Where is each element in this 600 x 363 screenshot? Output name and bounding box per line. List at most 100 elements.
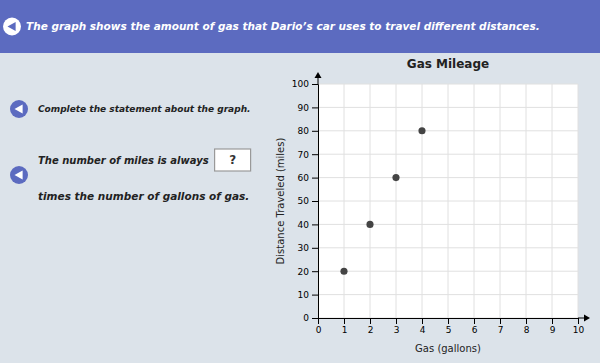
axis-line — [312, 85, 319, 319]
tick-mark — [370, 318, 371, 324]
grid — [318, 84, 578, 318]
tick: 5 — [446, 318, 452, 335]
header-bar — [0, 0, 600, 53]
statement-speaker-circle — [10, 166, 28, 184]
point — [340, 268, 347, 275]
point — [418, 127, 425, 134]
tick-label: 5 — [446, 325, 452, 335]
grid-line-y — [318, 247, 578, 248]
statement-text: times the number of gallons of gas. — [38, 190, 249, 202]
grid-line-y — [318, 224, 578, 225]
axis-arrow — [584, 315, 590, 322]
tick: 90 — [298, 103, 318, 113]
tick-mark — [578, 318, 579, 324]
statement-speaker-glyph — [15, 105, 23, 114]
tick: 6 — [472, 318, 478, 335]
axis-arrow — [315, 72, 322, 78]
y-axis: 0 10 20 30 40 50 60 70 80 90 100 — [292, 79, 319, 323]
page: The graph shows the amount of gas that D… — [0, 0, 600, 363]
grid-line-y — [318, 177, 578, 178]
header: The graph shows the amount of gas that D… — [0, 0, 600, 53]
tick-label: 0 — [316, 325, 322, 335]
tick-mark — [312, 248, 318, 249]
grid-line-y — [318, 107, 578, 108]
tick-label: 3 — [394, 325, 400, 335]
tick: 0 — [303, 313, 318, 323]
tick: 40 — [298, 220, 318, 230]
plot-background — [318, 84, 578, 318]
tick-mark — [312, 271, 318, 272]
tick-label: 40 — [298, 220, 310, 230]
grid-line-y — [318, 84, 578, 85]
tick-label: 80 — [298, 126, 310, 136]
x-axis: 0 1 2 3 4 5 6 7 8 9 10 — [316, 318, 585, 335]
tick-mark — [312, 107, 318, 108]
statement-text: The number of miles is always — [38, 155, 209, 166]
tick: 4 — [420, 318, 426, 335]
tick: 50 — [298, 196, 318, 206]
statement-speaker-circle — [10, 100, 28, 118]
tick-label: 60 — [298, 173, 310, 183]
tick-mark — [312, 154, 318, 155]
chart: 0123456789100102030405060708090100Gas Mi… — [275, 57, 590, 354]
tick-mark — [448, 318, 449, 324]
tick: 2 — [368, 318, 374, 335]
tick: 10 — [298, 290, 318, 300]
point — [392, 174, 399, 181]
tick-label: 100 — [292, 79, 309, 89]
point — [366, 221, 373, 228]
tick-label: 30 — [298, 243, 310, 253]
chart-title: Gas Mileage — [407, 57, 489, 71]
tick-mark — [312, 295, 318, 296]
tick: 9 — [550, 318, 556, 335]
tick: 3 — [394, 318, 400, 335]
tick-label: 10 — [573, 325, 585, 335]
header-speaker-glyph — [8, 22, 16, 31]
tick-label: 6 — [472, 325, 478, 335]
tick: 7 — [498, 318, 504, 335]
grid-line-y — [318, 154, 578, 155]
y-axis-title: Distance Traveled (miles) — [275, 138, 286, 265]
header-speaker-circle — [3, 18, 21, 36]
answer-box[interactable] — [215, 149, 251, 171]
tick-label: 0 — [303, 313, 309, 323]
tick: 0 — [316, 318, 322, 335]
tick-label: 20 — [298, 267, 310, 277]
x-axis-title: Gas (gallons) — [415, 343, 481, 354]
points — [340, 127, 425, 275]
tick-label: 7 — [498, 325, 504, 335]
statement-speaker-glyph — [15, 171, 23, 180]
tick-mark — [552, 318, 553, 324]
tick: 60 — [298, 173, 318, 183]
tick: 70 — [298, 150, 318, 160]
tick: 8 — [524, 318, 530, 335]
tick-label: 50 — [298, 196, 310, 206]
grid-line-y — [318, 201, 578, 202]
axis-arrows — [315, 72, 591, 322]
tick-mark — [526, 318, 527, 324]
tick-mark — [500, 318, 501, 324]
answer-placeholder: ? — [229, 153, 236, 167]
tick: 80 — [298, 126, 318, 136]
tick: 20 — [298, 267, 318, 277]
tick-mark — [474, 318, 475, 324]
tick: 30 — [298, 243, 318, 253]
tick-mark — [312, 178, 318, 179]
tick-label: 4 — [420, 325, 426, 335]
tick-mark — [312, 84, 318, 85]
tick-mark — [312, 131, 318, 132]
grid-line-y — [318, 294, 578, 295]
tick-label: 1 — [342, 325, 348, 335]
tick: 10 — [573, 318, 585, 335]
tick-mark — [312, 318, 318, 319]
tick-label: 9 — [550, 325, 556, 335]
tick-mark — [312, 224, 318, 225]
tick: 100 — [292, 79, 318, 89]
tick-mark — [312, 201, 318, 202]
tick-label: 10 — [298, 290, 310, 300]
tick-label: 2 — [368, 325, 374, 335]
axis-line — [319, 319, 579, 325]
tick-mark — [396, 318, 397, 324]
statement-panel: Complete the statement about the graph.T… — [10, 100, 251, 202]
tick-label: 8 — [524, 325, 530, 335]
